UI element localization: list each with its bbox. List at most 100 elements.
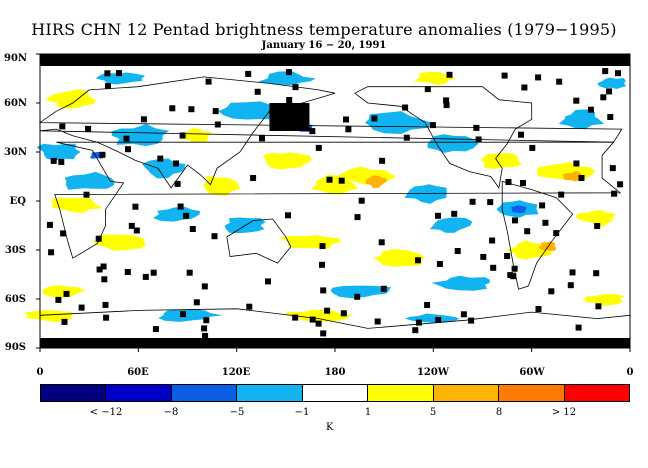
no-data-cell	[512, 217, 518, 224]
lon-label-120w: 120W	[416, 367, 450, 378]
no-data-cell	[460, 311, 467, 318]
no-data-cell	[203, 317, 210, 324]
no-data-cell	[424, 86, 431, 93]
no-data-cell	[285, 69, 292, 76]
anomaly-region	[429, 217, 473, 233]
no-data-cell	[521, 84, 528, 91]
no-data-cell	[575, 324, 582, 331]
no-data-cell	[343, 116, 349, 123]
no-data-cell	[609, 165, 616, 172]
legend-swatch-2	[106, 385, 172, 401]
anomaly-region	[372, 249, 425, 267]
no-data-cell	[379, 157, 386, 164]
anomaly-region	[218, 101, 285, 120]
no-data-cell	[189, 226, 196, 232]
anomaly-region	[285, 309, 352, 322]
no-data-cell	[358, 197, 365, 204]
no-data-cell	[115, 70, 122, 77]
lon-label-180: 180	[324, 367, 346, 378]
no-data-cell	[473, 124, 480, 131]
legend-label-gt-12: > 12	[551, 407, 577, 418]
no-data-cell	[606, 88, 613, 95]
no-data-cell	[402, 104, 409, 111]
no-data-cell	[59, 123, 66, 130]
coastlines	[38, 76, 631, 329]
no-data-cell	[345, 126, 352, 133]
no-data-cell	[173, 160, 179, 167]
no-data-cell	[105, 83, 111, 90]
anomaly-region	[480, 152, 523, 170]
no-data-cell	[78, 304, 85, 311]
anomaly-region	[413, 72, 456, 86]
no-data-cell	[102, 301, 109, 308]
coastline	[501, 181, 574, 290]
legend-swatch-6	[368, 385, 434, 401]
anomaly-region	[50, 197, 104, 214]
coastline	[39, 308, 631, 329]
no-data-cell	[50, 157, 57, 164]
anomaly-region	[93, 234, 147, 251]
no-data-cell	[85, 125, 92, 132]
no-data-cell	[489, 237, 496, 244]
map-background	[40, 54, 630, 348]
anomaly-region	[506, 240, 553, 260]
no-data-cell	[174, 180, 181, 187]
no-data-cell	[468, 317, 475, 324]
no-data-cell	[202, 332, 209, 339]
no-data-cell	[600, 94, 607, 101]
no-data-cell	[55, 296, 62, 303]
no-data-cell	[99, 151, 106, 158]
lon-label-0-east: 0	[626, 367, 634, 378]
legend-unit: K	[326, 422, 334, 433]
no-data-cell	[535, 74, 542, 81]
no-data-cell	[429, 122, 436, 129]
no-data-cell	[558, 191, 565, 198]
no-data-cell	[320, 330, 327, 337]
no-data-cell	[556, 78, 563, 85]
no-data-cell	[548, 288, 555, 295]
no-data-cell	[569, 269, 576, 276]
no-data-cell	[443, 97, 450, 104]
map-subtitle: January 16 − 20, 1991	[261, 40, 387, 51]
coastline	[226, 218, 292, 264]
legend-swatch-5	[302, 385, 369, 401]
no-data-cell	[259, 135, 265, 142]
no-data-cell	[60, 230, 67, 237]
no-data-cell	[611, 190, 618, 197]
no-data-cell	[212, 108, 219, 115]
anomaly-region	[278, 234, 342, 249]
no-data-cell	[595, 303, 602, 310]
lon-label-60w: 60W	[519, 367, 545, 378]
no-data-cell	[179, 132, 186, 139]
no-data-cell	[326, 176, 333, 183]
anomaly-region	[258, 71, 316, 86]
no-data-cell	[593, 270, 600, 277]
no-data-cell	[140, 116, 147, 123]
no-data-cell	[63, 290, 70, 297]
lat-label-30s: 30S	[4, 245, 26, 256]
lat-label-60s: 60S	[4, 294, 26, 305]
no-data-cell	[480, 253, 487, 260]
coastline	[38, 76, 623, 189]
legend-swatch-7	[433, 385, 500, 401]
legend-swatch-9	[564, 385, 629, 401]
legend-swatch-1	[41, 385, 107, 401]
no-data-cell	[436, 261, 443, 267]
no-data-cell	[435, 316, 442, 323]
no-data-cell	[177, 203, 184, 210]
no-data-cell	[103, 314, 110, 321]
legend-label-m5: −5	[229, 407, 245, 418]
lon-label-60e: 60E	[127, 367, 149, 378]
no-data-cell	[529, 144, 536, 151]
lat-label-60n: 60N	[4, 98, 28, 109]
no-data-cell	[152, 326, 159, 333]
no-data-cell	[320, 287, 327, 294]
no-data-cell	[371, 115, 378, 122]
no-data-cell	[380, 285, 387, 292]
no-data-cell	[265, 278, 271, 285]
no-data-cell	[354, 293, 361, 300]
anomaly-region	[365, 175, 387, 188]
no-data-cell	[128, 222, 135, 229]
no-data-cell	[424, 302, 431, 308]
legend-swatch-8	[499, 385, 565, 401]
